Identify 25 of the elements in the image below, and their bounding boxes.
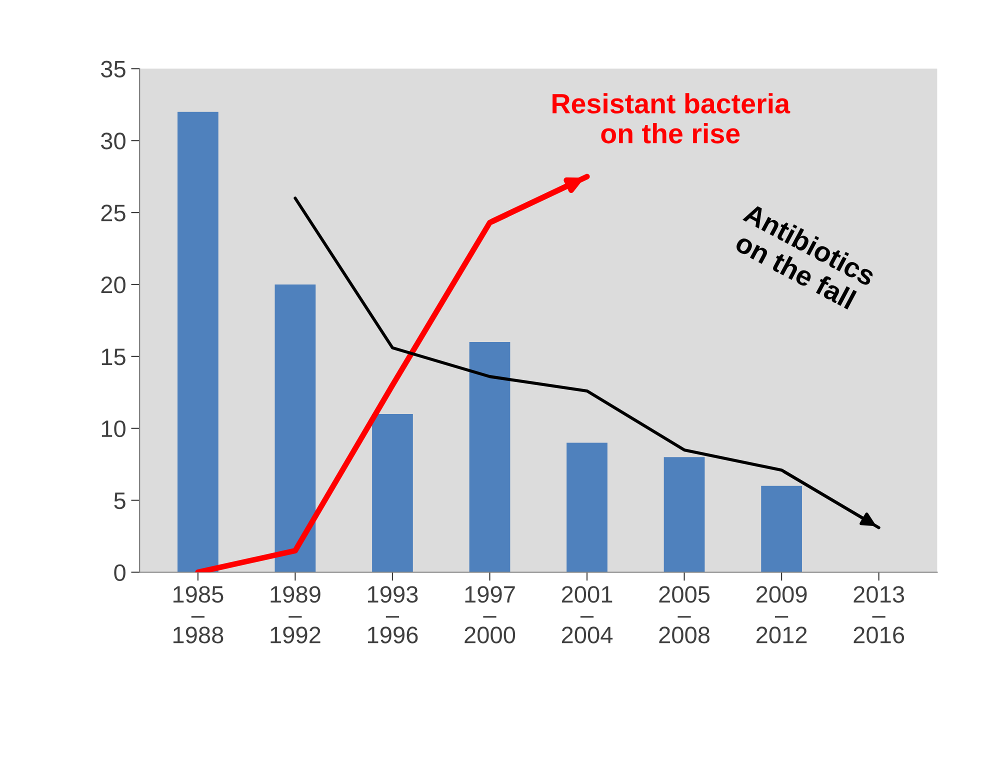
bar [372, 414, 413, 572]
x-tick-label: 2013 – 2016 [854, 586, 904, 644]
x-tick-label: 2005 – 2008 [659, 586, 710, 644]
x-tick-label: 1993 – 1996 [368, 586, 418, 644]
bar [178, 112, 218, 572]
x-tick-label: 1989 – 1992 [270, 586, 320, 644]
x-tick-label: 1985 – 1988 [173, 586, 224, 644]
y-tick-label: 10 [102, 420, 126, 438]
bar [274, 284, 316, 572]
bar [664, 457, 705, 572]
y-tick-label: 25 [101, 204, 126, 222]
y-tick-label: 5 [114, 492, 126, 510]
x-tick-label: 2009 – 2012 [756, 586, 807, 644]
x-tick-label: 2001 – 2004 [562, 586, 613, 644]
y-tick-label: 15 [102, 348, 126, 366]
bar [469, 342, 510, 572]
line-series [294, 196, 880, 530]
bar [566, 442, 608, 572]
x-tick-label: 1997 – 2000 [464, 586, 516, 644]
annotation: Resistant bacteria on the rise [552, 93, 790, 144]
y-tick-label: 30 [101, 132, 126, 150]
y-tick-label: 35 [101, 60, 126, 78]
bar [761, 486, 802, 572]
y-tick-label: 0 [114, 564, 126, 582]
y-tick-label: 20 [101, 276, 126, 294]
